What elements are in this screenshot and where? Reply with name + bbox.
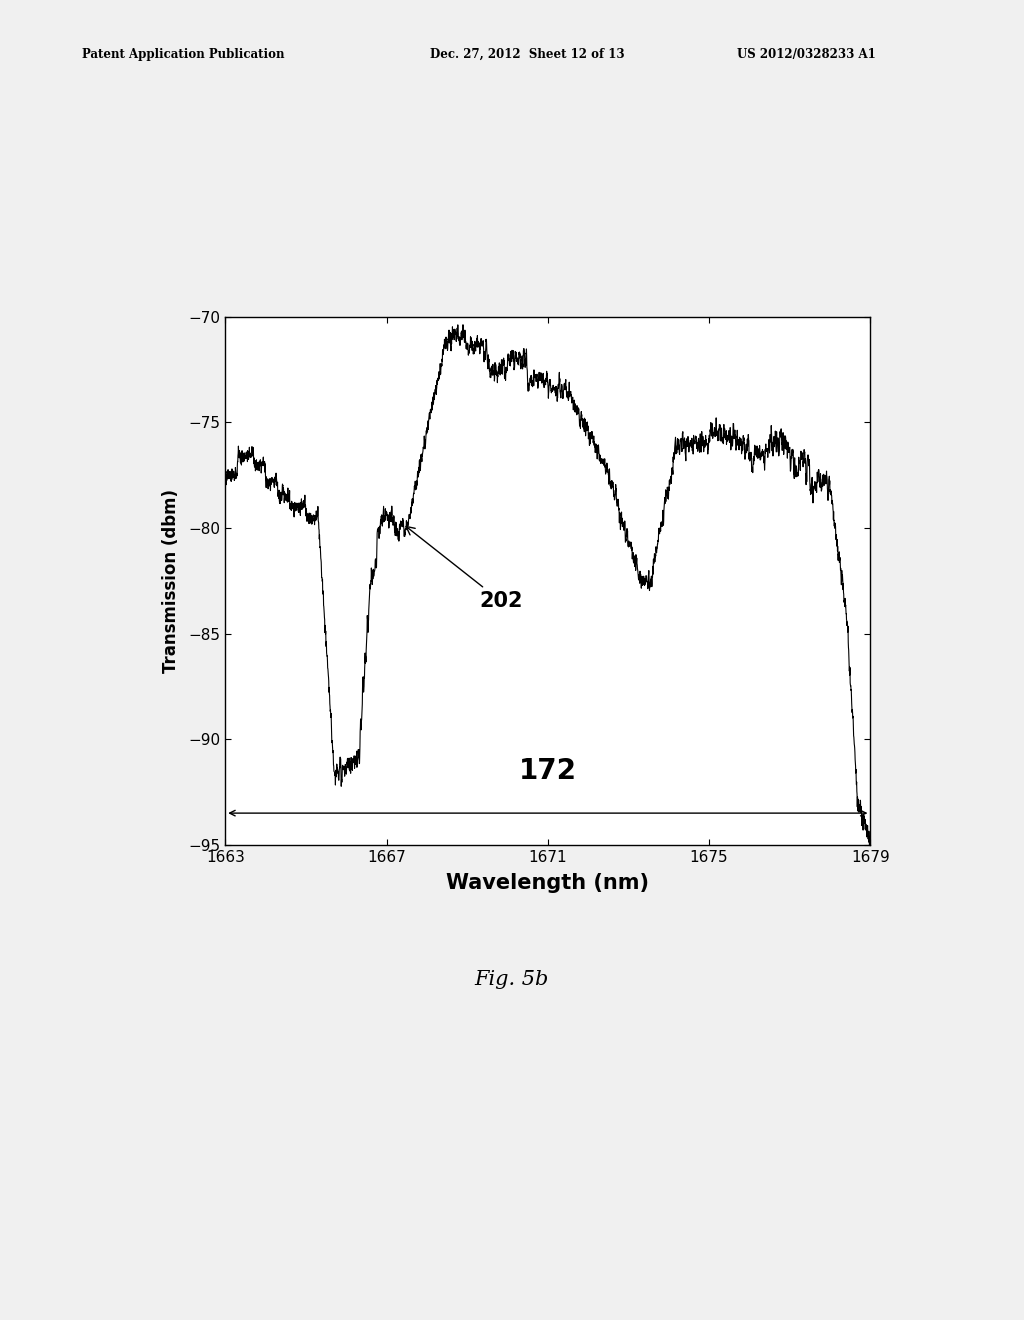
Text: Patent Application Publication: Patent Application Publication <box>82 48 285 61</box>
X-axis label: Wavelength (nm): Wavelength (nm) <box>446 873 649 894</box>
Text: Dec. 27, 2012  Sheet 12 of 13: Dec. 27, 2012 Sheet 12 of 13 <box>430 48 625 61</box>
Y-axis label: Transmission (dbm): Transmission (dbm) <box>162 488 180 673</box>
Text: 172: 172 <box>519 756 577 785</box>
Text: Fig. 5b: Fig. 5b <box>475 970 549 989</box>
Text: US 2012/0328233 A1: US 2012/0328233 A1 <box>737 48 876 61</box>
Text: 202: 202 <box>407 527 523 611</box>
